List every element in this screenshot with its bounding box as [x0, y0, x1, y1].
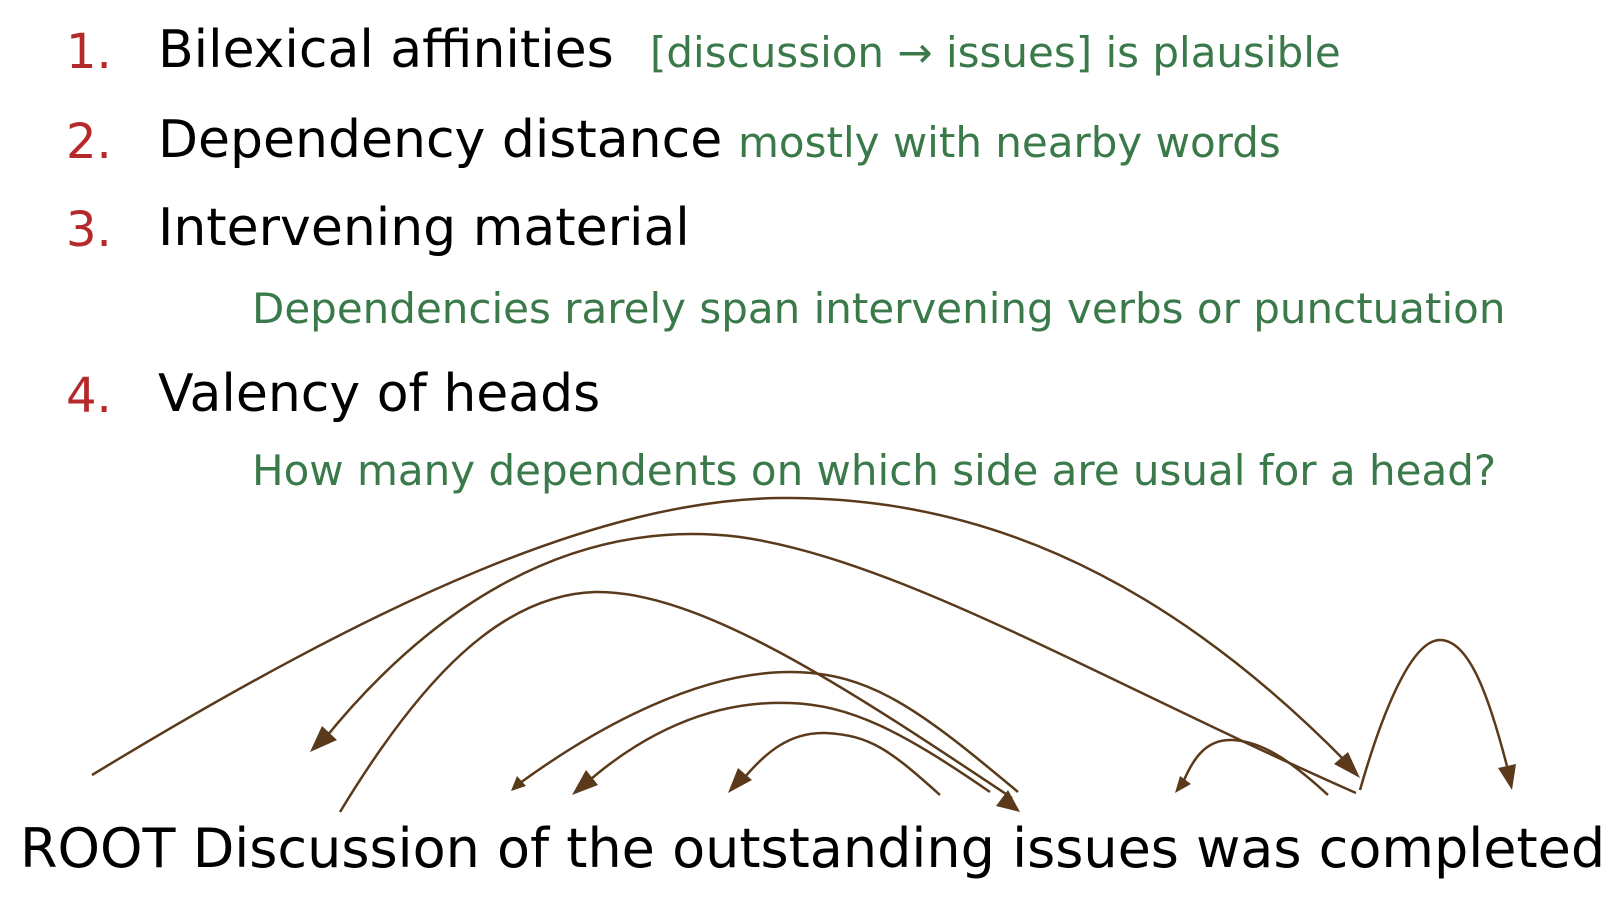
item-3-number: 3.	[66, 202, 112, 258]
arc-issues-outstanding-arrowhead	[728, 768, 752, 793]
item-1-number: 1.	[66, 24, 112, 80]
item-4-title: Valency of heads	[158, 364, 601, 424]
arc-completed-discussion-arrowhead	[310, 726, 337, 752]
arc-completed-period	[1358, 638, 1510, 791]
item-3-title: Intervening material	[158, 198, 690, 258]
arc-root-completed-arrowhead	[1334, 752, 1360, 778]
word-outstanding: outstanding	[672, 817, 995, 880]
word-root: ROOT	[20, 817, 176, 880]
arc-completed-discussion	[321, 532, 1357, 795]
arc-completed-was	[1180, 738, 1329, 796]
sentence: ROOT Discussion of the outstanding issue…	[20, 822, 1624, 876]
arc-completed-period-arrowhead	[1498, 764, 1516, 790]
arc-issues-of-arrowhead	[511, 776, 526, 791]
arc-issues-outstanding	[739, 731, 941, 796]
arc-discussion-issues	[338, 590, 1013, 813]
item-4-number: 4.	[66, 368, 112, 424]
item-4-note: How many dependents on which side are us…	[252, 446, 1497, 495]
arc-issues-the	[582, 701, 991, 794]
word-discussion: Discussion	[192, 817, 480, 880]
item-1-note: [discussion → issues] is plausible	[650, 28, 1341, 77]
item-2-title: Dependency distance	[158, 110, 723, 170]
arc-issues-the-arrowhead	[572, 770, 598, 795]
word-issues: issues	[1012, 817, 1179, 880]
word-of: of	[497, 817, 550, 880]
item-2-note: mostly with nearby words	[738, 118, 1281, 167]
word-the: the	[566, 817, 655, 880]
item-1-title: Bilexical affinities	[158, 20, 614, 80]
item-3-note: Dependencies rarely span intervening ver…	[252, 284, 1506, 333]
arc-issues-of	[519, 670, 1019, 793]
arc-discussion-issues-arrowhead	[996, 790, 1020, 812]
arc-completed-was-arrowhead	[1175, 776, 1191, 793]
word-completed: completed	[1318, 817, 1606, 880]
item-2-number: 2.	[66, 114, 112, 170]
arc-root-completed	[91, 496, 1353, 777]
word-was: was	[1196, 817, 1302, 880]
